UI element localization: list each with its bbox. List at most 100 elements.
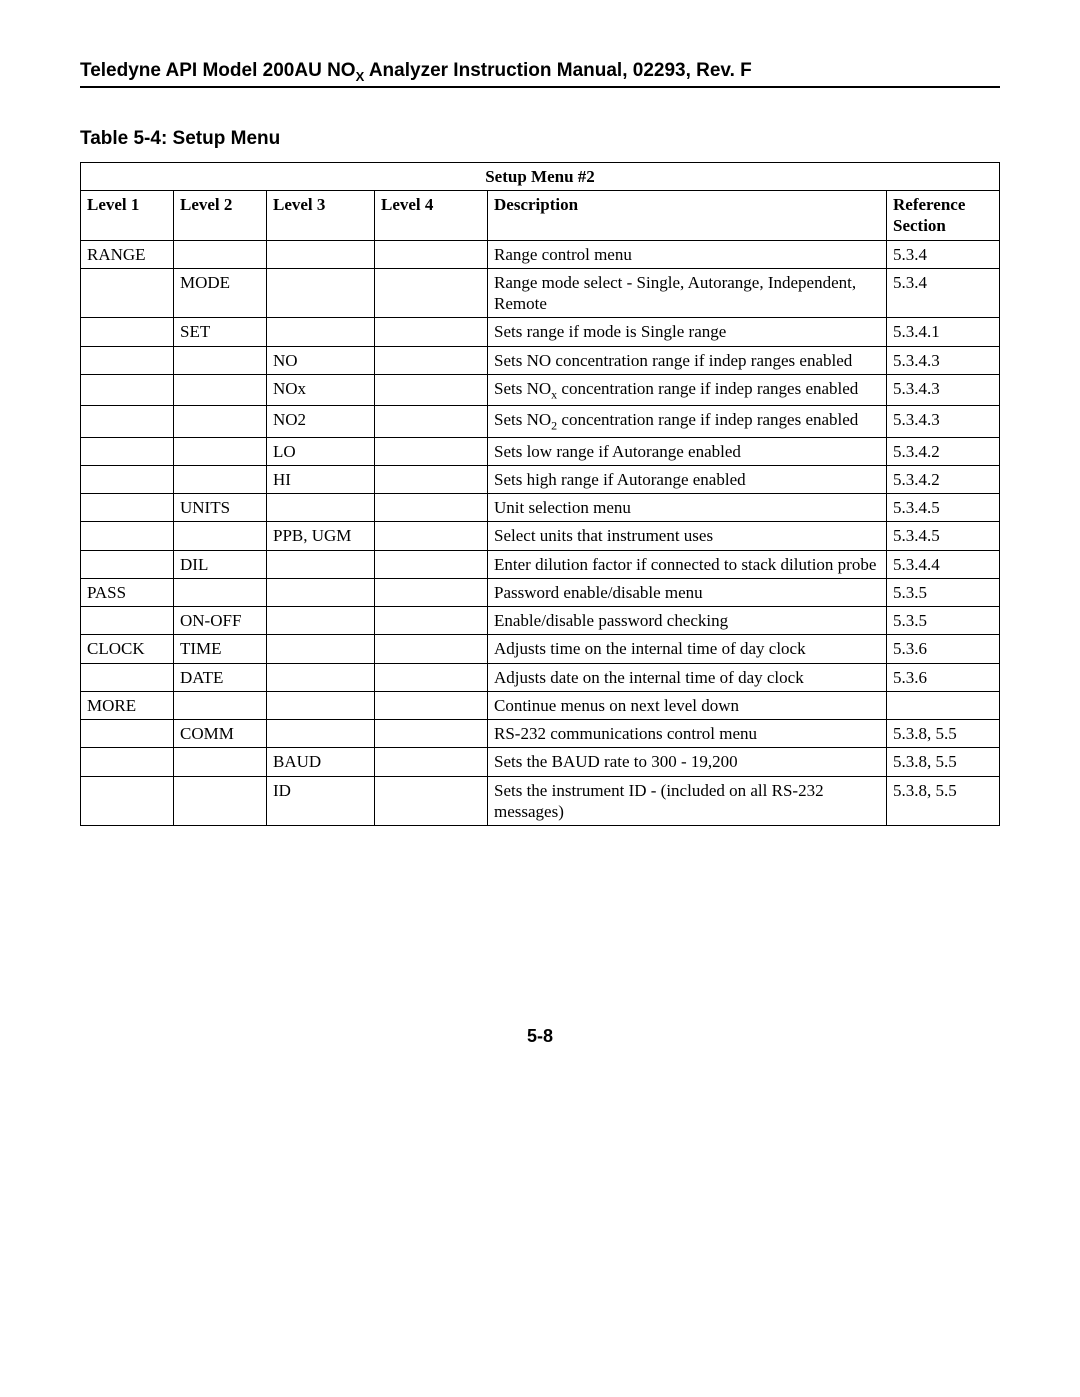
- cell-level4: [375, 240, 488, 268]
- table-row: PPB, UGM Select units that instrument use…: [81, 522, 1000, 550]
- cell-reference: 5.3.8, 5.5: [887, 720, 1000, 748]
- cell-level2: DATE: [174, 663, 267, 691]
- cell-reference: [887, 691, 1000, 719]
- cell-description: Sets range if mode is Single range: [488, 318, 887, 346]
- cell-level3: PPB, UGM: [267, 522, 375, 550]
- table-row: NOx Sets NOx concentration range if indep…: [81, 374, 1000, 405]
- cell-level3: [267, 240, 375, 268]
- setup-menu-table: Setup Menu #2 Level 1 Level 2 Level 3 Le…: [80, 162, 1000, 826]
- cell-description: Range control menu: [488, 240, 887, 268]
- cell-level3: NO: [267, 346, 375, 374]
- cell-level2: SET: [174, 318, 267, 346]
- cell-level2: UNITS: [174, 494, 267, 522]
- cell-level3: [267, 635, 375, 663]
- cell-description: Select units that instrument uses: [488, 522, 887, 550]
- cell-level2: [174, 346, 267, 374]
- cell-level2: [174, 522, 267, 550]
- header-sub: X: [356, 69, 365, 84]
- cell-level4: [375, 663, 488, 691]
- cell-level1: [81, 437, 174, 465]
- table-row: NOSets NO concentration range if indep r…: [81, 346, 1000, 374]
- cell-level3: NO2: [267, 406, 375, 437]
- cell-description: Adjusts time on the internal time of day…: [488, 635, 887, 663]
- table-row: UNITS Unit selection menu5.3.4.5: [81, 494, 1000, 522]
- cell-description: Unit selection menu: [488, 494, 887, 522]
- cell-reference: 5.3.6: [887, 663, 1000, 691]
- cell-reference: 5.3.4.4: [887, 550, 1000, 578]
- cell-level2: [174, 437, 267, 465]
- cell-level4: [375, 318, 488, 346]
- cell-level3: [267, 691, 375, 719]
- cell-description: Continue menus on next level down: [488, 691, 887, 719]
- cell-level4: [375, 635, 488, 663]
- cell-level4: [375, 607, 488, 635]
- table-row: LOSets low range if Autorange enabled5.3…: [81, 437, 1000, 465]
- table-row: ID Sets the instrument ID - (included on …: [81, 776, 1000, 826]
- table-row: SETSets range if mode is Single range5.3…: [81, 318, 1000, 346]
- cell-level3: LO: [267, 437, 375, 465]
- cell-level4: [375, 522, 488, 550]
- cell-level4: [375, 346, 488, 374]
- cell-level4: [375, 776, 488, 826]
- cell-description: RS-232 communications control menu: [488, 720, 887, 748]
- cell-level3: [267, 268, 375, 318]
- cell-description: Enter dilution factor if connected to st…: [488, 550, 887, 578]
- cell-reference: 5.3.4.2: [887, 465, 1000, 493]
- cell-level3: [267, 550, 375, 578]
- table-header-row: Level 1 Level 2 Level 3 Level 4 Descript…: [81, 191, 1000, 241]
- cell-description: Range mode select - Single, Autorange, I…: [488, 268, 887, 318]
- cell-level2: [174, 465, 267, 493]
- cell-level4: [375, 268, 488, 318]
- table-title: Setup Menu #2: [81, 162, 1000, 190]
- cell-level1: [81, 494, 174, 522]
- cell-level1: [81, 776, 174, 826]
- cell-level1: [81, 748, 174, 776]
- cell-level3: ID: [267, 776, 375, 826]
- table-title-row: Setup Menu #2: [81, 162, 1000, 190]
- table-row: BAUDSets the BAUD rate to 300 - 19,2005.…: [81, 748, 1000, 776]
- cell-level3: NOx: [267, 374, 375, 405]
- cell-level1: [81, 550, 174, 578]
- cell-reference: 5.3.4.3: [887, 406, 1000, 437]
- table-row: ON-OFFEnable/disable password checking5.…: [81, 607, 1000, 635]
- cell-reference: 5.3.8, 5.5: [887, 748, 1000, 776]
- cell-reference: 5.3.5: [887, 578, 1000, 606]
- cell-level2: COMM: [174, 720, 267, 748]
- cell-level3: [267, 607, 375, 635]
- table-body: RANGE Range control menu5.3.4 MODE Range mo…: [81, 240, 1000, 826]
- cell-description: Sets the instrument ID - (included on al…: [488, 776, 887, 826]
- cell-level3: [267, 494, 375, 522]
- cell-level3: [267, 720, 375, 748]
- table-row: MODE Range mode select - Single, Autorang…: [81, 268, 1000, 318]
- cell-description: Sets NO2 concentration range if indep ra…: [488, 406, 887, 437]
- cell-reference: 5.3.4.2: [887, 437, 1000, 465]
- cell-level1: [81, 465, 174, 493]
- cell-level2: ON-OFF: [174, 607, 267, 635]
- cell-reference: 5.3.5: [887, 607, 1000, 635]
- header-before: Teledyne API Model 200AU NO: [80, 60, 356, 81]
- page-header: Teledyne API Model 200AU NOX Analyzer In…: [80, 60, 1000, 88]
- cell-level4: [375, 374, 488, 405]
- table-row: HI Sets high range if Autorange enabled5.…: [81, 465, 1000, 493]
- cell-reference: 5.3.8, 5.5: [887, 776, 1000, 826]
- cell-level4: [375, 494, 488, 522]
- cell-description: Sets NOx concentration range if indep ra…: [488, 374, 887, 405]
- cell-level3: HI: [267, 465, 375, 493]
- cell-reference: 5.3.4.5: [887, 494, 1000, 522]
- cell-level2: [174, 374, 267, 405]
- cell-level2: MODE: [174, 268, 267, 318]
- cell-description: Adjusts date on the internal time of day…: [488, 663, 887, 691]
- page-number: 5-8: [80, 1026, 1000, 1047]
- cell-level1: PASS: [81, 578, 174, 606]
- table-row: DIL Enter dilution factor if connected to…: [81, 550, 1000, 578]
- cell-level1: [81, 522, 174, 550]
- cell-reference: 5.3.6: [887, 635, 1000, 663]
- cell-level1: [81, 318, 174, 346]
- cell-level1: RANGE: [81, 240, 174, 268]
- cell-level4: [375, 720, 488, 748]
- cell-level2: DIL: [174, 550, 267, 578]
- cell-level1: CLOCK: [81, 635, 174, 663]
- cell-reference: 5.3.4: [887, 268, 1000, 318]
- col-level4: Level 4: [375, 191, 488, 241]
- cell-description: Sets high range if Autorange enabled: [488, 465, 887, 493]
